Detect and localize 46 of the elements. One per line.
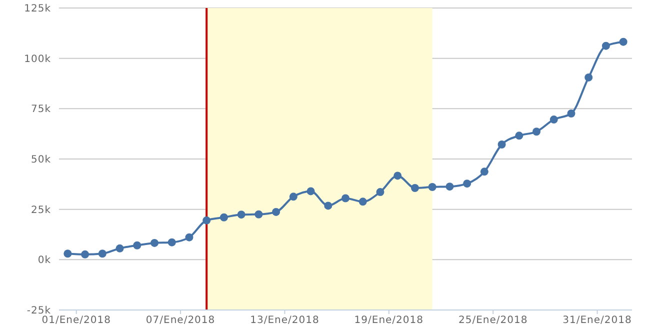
point [272,208,280,216]
point [567,110,576,118]
x-tick-label: 13/Ene/2018 [250,315,320,326]
y-tick-label: 100k [24,54,51,65]
point [185,233,194,242]
point [480,168,488,176]
point [98,250,106,258]
point [602,42,610,50]
point [254,210,263,218]
x-tick-label: 01/Ene/2018 [42,315,111,326]
point [584,73,593,82]
point [532,128,540,136]
point [498,140,506,149]
x-tick-label: 25/Ene/2018 [458,315,528,326]
y-tick-label: 50k [30,154,51,166]
point [410,184,419,192]
point [237,210,246,219]
y-tick-label: -25k [26,306,51,317]
point [64,250,72,258]
point [289,192,298,201]
point [220,213,228,222]
point [202,216,211,224]
point [394,172,402,180]
point [81,250,90,258]
point [358,198,367,206]
point [168,238,176,246]
y-tick-label: 125k [24,4,51,15]
point [150,238,158,247]
point [550,116,558,124]
x-tick-label: 07/Ene/2018 [146,315,216,326]
x-tick-label: 31/Ene/2018 [562,315,632,326]
point [324,202,332,210]
point [428,182,436,191]
x-tick-label: 19/Ene/2018 [354,315,424,326]
point [133,241,142,250]
point [446,182,454,191]
point [342,194,350,202]
point [515,132,524,140]
y-tick-label: 0k [38,255,51,266]
point [619,38,628,46]
point [376,188,384,196]
point [463,180,472,188]
y-tick-label: 75k [30,104,51,116]
y-tick-label: 25k [30,204,51,216]
point [306,187,315,196]
point [116,244,124,252]
